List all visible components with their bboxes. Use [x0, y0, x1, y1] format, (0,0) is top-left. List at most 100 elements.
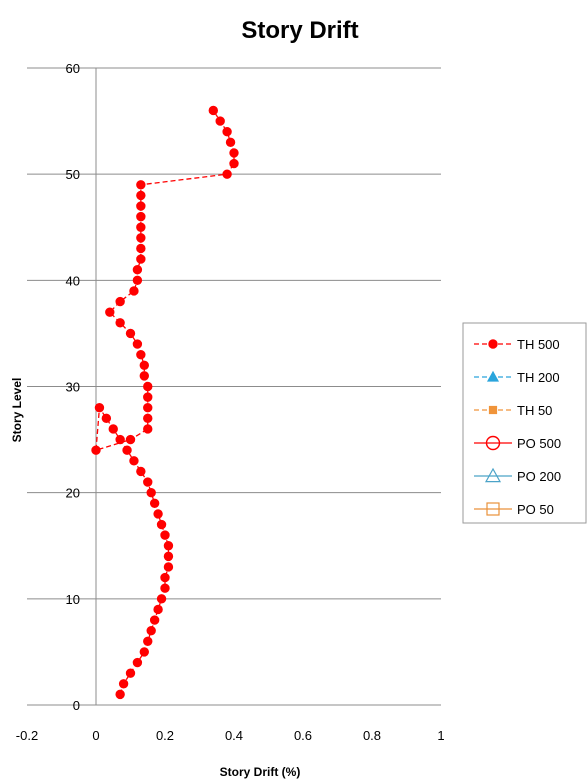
data-point	[215, 116, 225, 126]
data-point	[94, 403, 105, 413]
data-point	[125, 434, 136, 445]
series-0	[91, 105, 239, 700]
data-point	[136, 233, 146, 243]
data-point	[153, 604, 163, 615]
data-point	[139, 371, 150, 381]
legend-marker	[486, 370, 500, 382]
x-tick-label: -0.2	[16, 728, 38, 743]
series-line	[95, 110, 235, 695]
data-point	[163, 551, 174, 562]
data-point	[136, 222, 146, 232]
data-point	[143, 403, 153, 413]
data-point	[136, 243, 146, 254]
data-point	[146, 625, 156, 636]
x-tick-label: 0.2	[156, 728, 174, 743]
x-tick-label: 1	[437, 728, 444, 743]
y-tick-label: 10	[66, 592, 80, 607]
x-tick-label: 0.8	[363, 728, 381, 743]
data-point	[108, 424, 118, 434]
data-point	[143, 381, 153, 392]
data-point	[115, 296, 125, 307]
data-point	[129, 456, 139, 466]
legend-label: TH 500	[517, 337, 560, 352]
y-tick-label: 40	[66, 273, 80, 288]
data-point	[229, 158, 239, 169]
legend-label: PO 50	[517, 502, 554, 517]
data-point	[229, 148, 239, 158]
data-point	[136, 180, 146, 190]
legend-label: PO 500	[517, 436, 561, 451]
legend-marker	[485, 435, 501, 451]
legend-marker	[488, 339, 498, 349]
tick-labels: 0 10 20 30 40 50 60 -0.2 0 0.2 0.4 0.6 0.8 1	[16, 61, 445, 743]
data-point	[146, 487, 156, 498]
x-axis-label: Story Drift (%)	[220, 765, 301, 779]
data-point	[143, 424, 153, 434]
data-point	[143, 636, 153, 646]
data-point	[160, 572, 170, 583]
x-tick-label: 0.4	[225, 728, 243, 743]
legend-label: PO 200	[517, 469, 561, 484]
data-point	[91, 445, 101, 455]
data-point	[156, 519, 167, 530]
data-point	[143, 413, 153, 424]
data-point	[153, 509, 163, 519]
x-tick-label: 0.6	[294, 728, 312, 743]
legend: TH 500 TH 200 TH 50 PO 500 PO 200 PO 50	[462, 322, 587, 524]
data-point	[132, 339, 143, 349]
data-point	[139, 647, 150, 657]
data-point	[222, 126, 232, 137]
data-point	[136, 466, 146, 477]
x-tick-label: 0	[92, 728, 99, 743]
data-point	[101, 413, 112, 424]
data-point	[163, 562, 174, 572]
data-point	[136, 190, 146, 201]
plot-area	[91, 105, 239, 700]
data-point	[136, 211, 146, 222]
data-point	[122, 445, 132, 455]
y-tick-label: 0	[73, 698, 80, 713]
data-point	[208, 105, 219, 116]
legend-item: TH 50	[474, 403, 552, 418]
legend-item: TH 500	[474, 337, 560, 352]
data-point	[118, 679, 129, 689]
data-point	[222, 169, 232, 179]
data-point	[136, 254, 146, 264]
chart-title: Story Drift	[241, 17, 358, 44]
legend-label: TH 50	[517, 403, 552, 418]
data-point	[105, 307, 115, 317]
data-point	[149, 615, 160, 625]
legend-item: PO 200	[474, 467, 561, 484]
data-point	[132, 275, 143, 286]
data-point	[129, 286, 139, 296]
data-point	[132, 265, 143, 275]
gridlines	[27, 67, 441, 706]
data-point	[160, 530, 170, 540]
legend-marker	[486, 502, 500, 516]
data-point	[160, 583, 170, 593]
legend-box	[462, 322, 587, 524]
legend-marker	[488, 405, 498, 415]
legend-item: PO 50	[474, 502, 554, 517]
data-point	[125, 328, 136, 339]
legend-marker	[484, 467, 502, 483]
y-tick-label: 30	[66, 380, 80, 395]
y-tick-label: 20	[66, 486, 80, 501]
data-point	[143, 392, 153, 402]
data-point	[115, 434, 125, 445]
legend-label: TH 200	[517, 370, 560, 385]
data-point	[143, 477, 153, 487]
data-point	[163, 541, 174, 551]
data-point	[149, 498, 160, 508]
data-point	[136, 349, 146, 360]
data-point	[125, 668, 136, 678]
legend-item: PO 500	[474, 435, 561, 451]
y-tick-label: 50	[66, 167, 80, 182]
y-tick-label: 60	[66, 61, 80, 76]
data-point	[139, 360, 150, 370]
legend-item: TH 200	[474, 370, 560, 385]
data-point	[132, 657, 143, 668]
data-point	[115, 318, 125, 328]
